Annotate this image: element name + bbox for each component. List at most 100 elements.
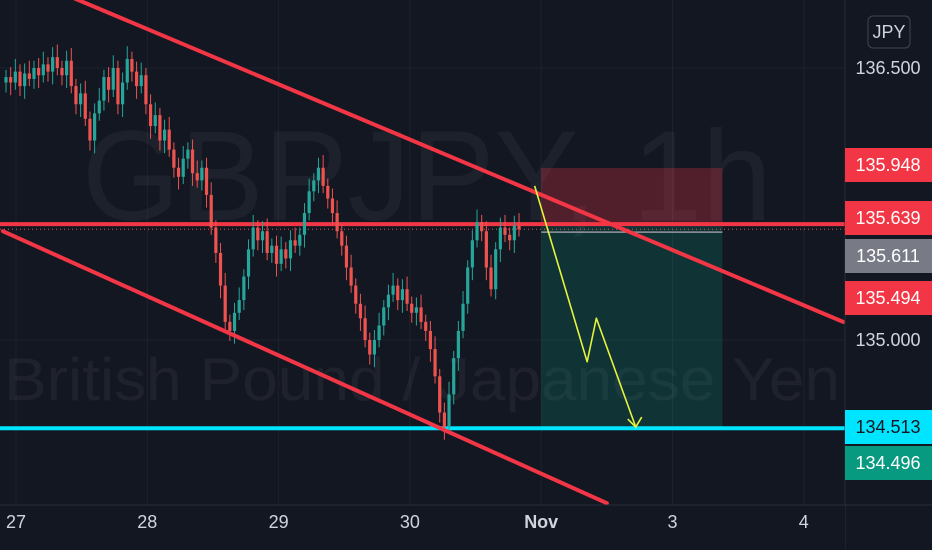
candle [18, 64, 22, 97]
candle-body [349, 267, 353, 286]
candle [419, 294, 423, 330]
candle-body [32, 68, 36, 79]
candle-body [489, 267, 493, 290]
candle [265, 218, 269, 261]
candle-body [232, 312, 237, 331]
candle [116, 60, 120, 115]
candle-body [51, 57, 55, 72]
candle [9, 67, 13, 96]
candle [209, 182, 213, 235]
candle-body [60, 68, 64, 76]
candle-body [46, 64, 50, 72]
candle-body [27, 73, 31, 79]
candle-body [130, 58, 134, 72]
candle-body [368, 340, 372, 355]
candle-body [503, 227, 507, 235]
candle [484, 221, 488, 281]
candle [480, 214, 484, 242]
price-axis-ticks: 136.500 135.000 [855, 58, 920, 350]
time-tick-5: 3 [667, 512, 677, 532]
candle [452, 350, 456, 405]
price-badge-bg [845, 410, 932, 444]
candle-body [274, 245, 279, 264]
candle-body [200, 167, 204, 181]
candle-body [298, 234, 302, 246]
candle-body [470, 240, 474, 268]
candle-body [195, 173, 199, 181]
candle [237, 287, 241, 321]
price-badge-level: 135.494 [845, 281, 932, 315]
stop-loss-zone [541, 168, 723, 225]
price-badge-bg [845, 281, 932, 315]
candle [503, 214, 507, 243]
candle-body [111, 68, 115, 90]
candle-body [120, 82, 125, 105]
candle-body [386, 294, 391, 308]
candle-body [396, 285, 400, 301]
candle [13, 58, 17, 90]
take-profit-zone [541, 224, 723, 429]
candle [498, 217, 502, 263]
candle [186, 142, 190, 169]
candle [242, 269, 246, 311]
candle-body [288, 240, 293, 259]
candle [32, 60, 36, 89]
candle [51, 47, 55, 85]
candle-body [125, 58, 129, 83]
price-badge-label: 135.611 [856, 246, 920, 266]
candle-body [162, 129, 167, 141]
candle-body [153, 115, 157, 127]
candle-body [484, 231, 488, 268]
channel-lower-line [0, 229, 609, 506]
candle-body [372, 340, 377, 355]
candle [83, 80, 87, 127]
candle-body [475, 222, 479, 241]
candle [293, 227, 297, 253]
candle-body [74, 86, 78, 105]
currency-button[interactable]: JPY [867, 15, 911, 49]
candle-body [55, 57, 59, 68]
candle [489, 254, 493, 297]
candle-body [391, 285, 395, 295]
candle-body [246, 249, 251, 277]
candle-body [302, 213, 307, 235]
candle [302, 203, 307, 248]
candle-body [116, 68, 120, 105]
candle [438, 369, 442, 423]
candle [414, 297, 418, 326]
candle-body [37, 68, 41, 76]
candle-body [508, 234, 512, 241]
time-tick-0: 27 [6, 512, 26, 532]
candle-body [335, 213, 339, 232]
candle-body [321, 167, 325, 186]
candle [447, 381, 451, 435]
candle [130, 51, 134, 82]
time-tick-6: 4 [799, 512, 809, 532]
candle-body [456, 330, 460, 359]
candle [251, 214, 255, 257]
candle-body [139, 75, 143, 87]
candle [330, 188, 335, 226]
candles [4, 44, 521, 440]
candle-body [447, 394, 451, 428]
candle [461, 291, 465, 339]
candle-body [144, 75, 148, 105]
candle [55, 44, 59, 76]
candle-body [228, 321, 232, 331]
candle [107, 67, 111, 103]
candle-body [214, 227, 218, 253]
price-badge-stop: 135.948 [845, 148, 932, 182]
candle-body [218, 252, 223, 286]
candle [274, 235, 279, 277]
candle [214, 220, 218, 263]
candle-body [107, 77, 111, 90]
candle [93, 103, 97, 154]
candle-body [307, 191, 311, 214]
time-axis[interactable] [0, 505, 845, 550]
candle-body [494, 249, 498, 290]
candle [494, 242, 498, 300]
candle-body [134, 71, 139, 87]
candle-body [312, 180, 316, 192]
